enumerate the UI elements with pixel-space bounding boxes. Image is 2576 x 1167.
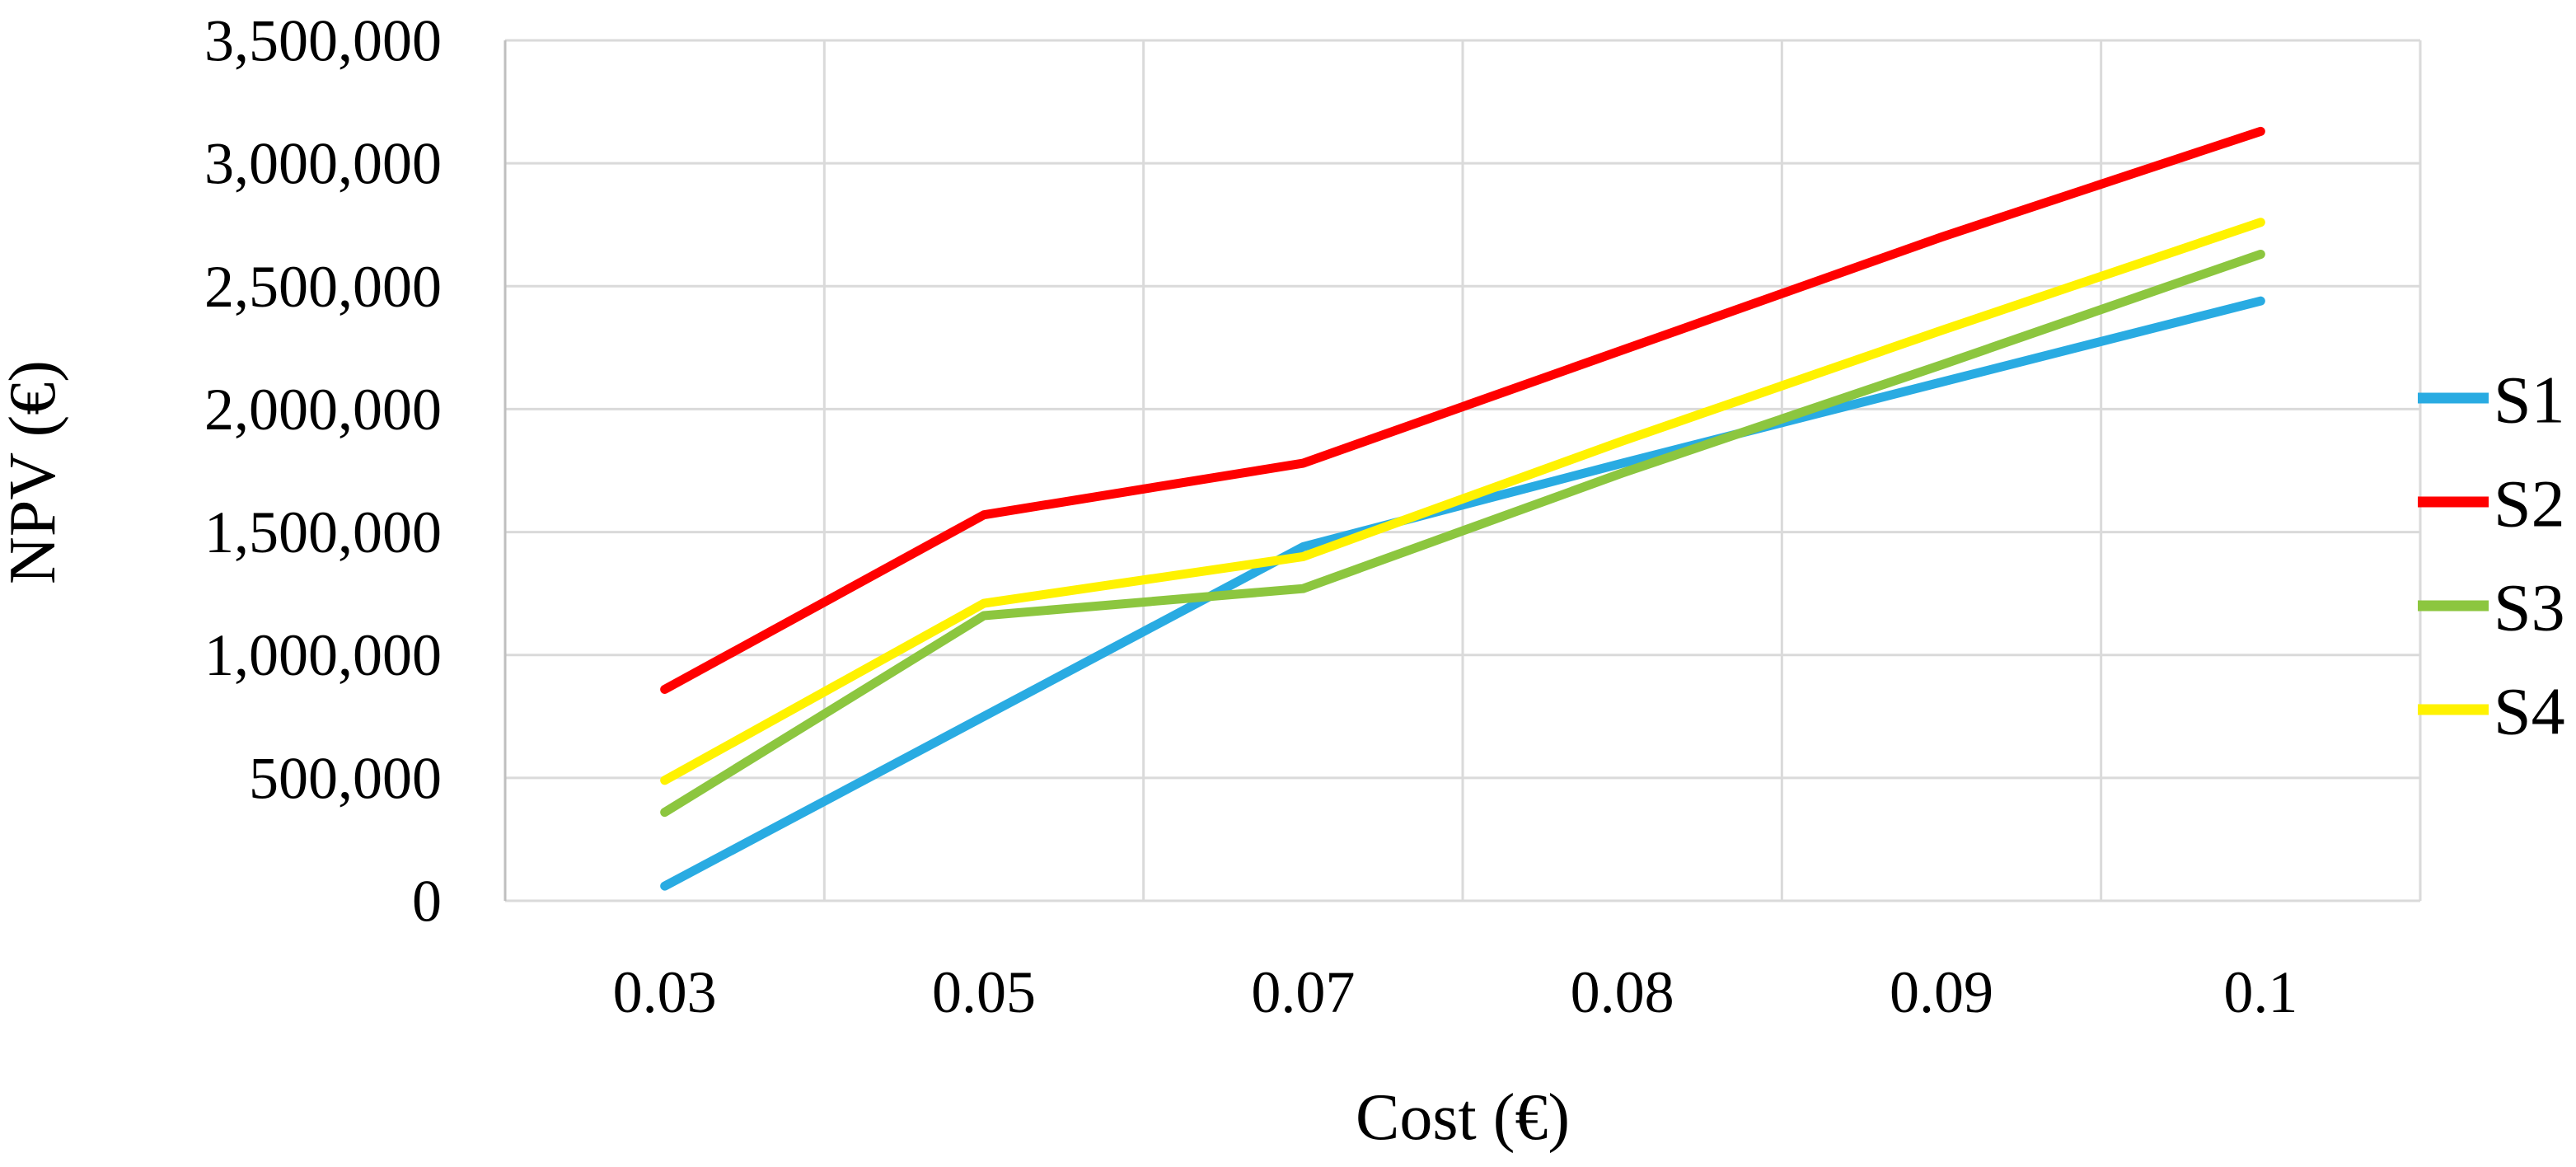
y-tick-labels: 0 500,000 1,000,000 1,500,000 2,000,000 2,500… [204, 7, 442, 934]
legend-label-S4: S4 [2494, 674, 2565, 749]
y-tick-label: 3,000,000 [204, 131, 442, 197]
x-tick-label: 0.1 [2223, 959, 2297, 1025]
y-tick-label: 2,000,000 [204, 377, 442, 443]
x-tick-labels: 0.03 0.05 0.07 0.08 0.09 0.1 [613, 959, 2298, 1025]
series-lines [660, 126, 2265, 891]
y-tick-label: 2,500,000 [204, 254, 442, 320]
y-tick-label: 1,000,000 [204, 622, 442, 688]
series-line-S2 [660, 126, 2265, 694]
y-tick-label: 3,500,000 [204, 7, 442, 73]
x-tick-label: 0.03 [613, 959, 717, 1025]
x-tick-label: 0.05 [932, 959, 1036, 1025]
series-line-S1 [660, 296, 2265, 891]
series-line-S4 [660, 218, 2265, 785]
legend-label-S1: S1 [2494, 363, 2565, 438]
legend: S1 S2 S3 S4 [2418, 363, 2565, 749]
x-tick-label: 0.07 [1251, 959, 1355, 1025]
x-tick-label: 0.08 [1571, 959, 1674, 1025]
x-axis-title: Cost (€) [1356, 1081, 1570, 1154]
series-line-S3 [660, 250, 2265, 818]
legend-label-S3: S3 [2494, 570, 2565, 645]
y-tick-label: 0 [412, 868, 442, 934]
y-axis-title: NPV (€) [0, 360, 69, 584]
y-tick-label: 500,000 [249, 745, 442, 811]
x-tick-label: 0.09 [1890, 959, 1993, 1025]
legend-label-S2: S2 [2494, 466, 2565, 541]
y-tick-label: 1,500,000 [204, 499, 442, 565]
